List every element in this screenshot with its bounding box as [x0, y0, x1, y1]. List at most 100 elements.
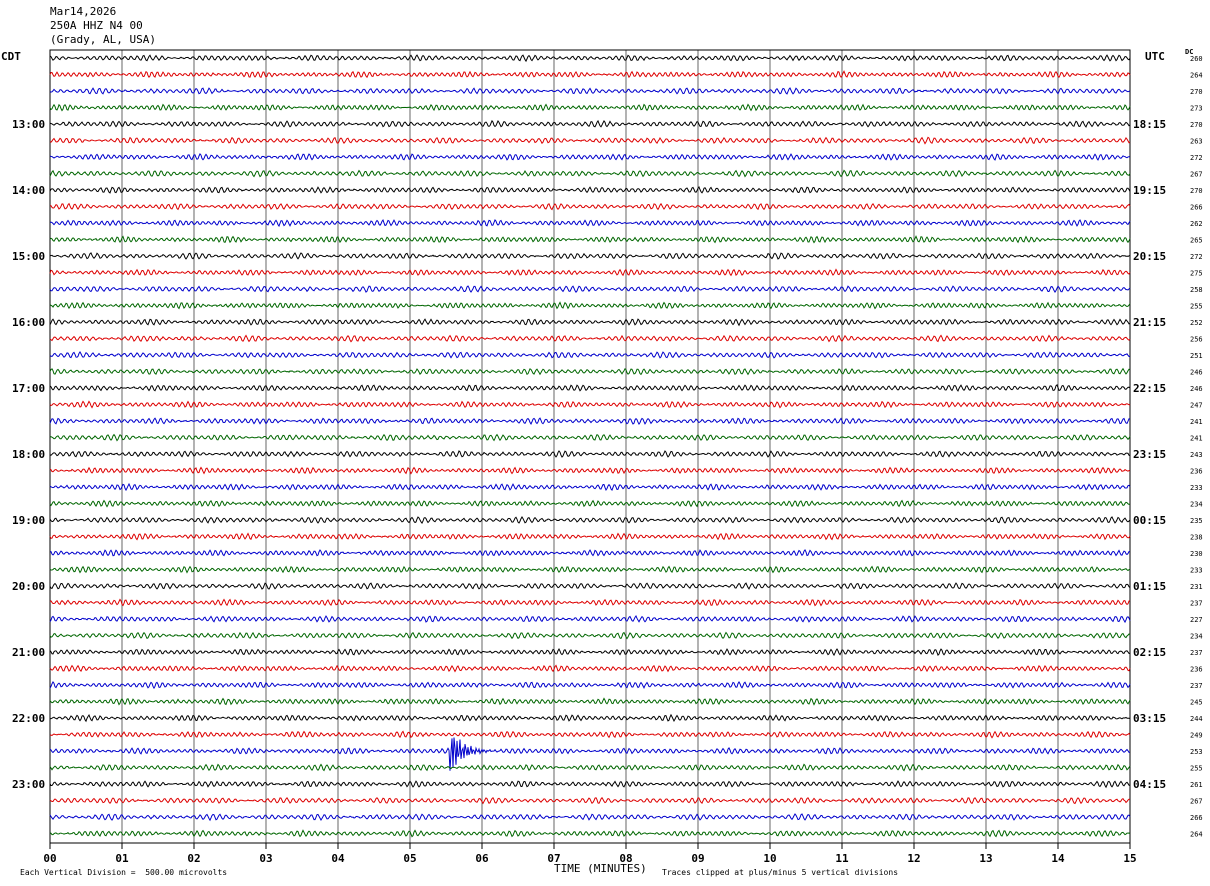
- seismic-trace: [49, 119, 1131, 128]
- cdt-hour-label: 15:00: [12, 250, 45, 263]
- seismic-trace: [49, 202, 1131, 211]
- utc-hour-label: 22:15: [1133, 382, 1166, 395]
- dc-value: 262: [1190, 220, 1203, 228]
- dc-value: 256: [1190, 336, 1203, 344]
- dc-value: 270: [1190, 121, 1203, 129]
- cdt-hour-label: 13:00: [12, 118, 45, 131]
- dc-value: 230: [1190, 550, 1203, 558]
- seismic-trace: [49, 169, 1131, 178]
- cdt-hour-label: 17:00: [12, 382, 45, 395]
- dc-value: 266: [1190, 814, 1203, 822]
- cdt-hour-label: 21:00: [12, 646, 45, 659]
- seismic-trace: [49, 697, 1131, 706]
- x-tick-label: 00: [43, 852, 56, 865]
- seismic-trace: [49, 549, 1131, 557]
- right-axis-title: UTC: [1145, 50, 1165, 63]
- dc-value: 233: [1190, 567, 1203, 575]
- x-tick-label: 10: [763, 852, 776, 865]
- dc-value: 241: [1190, 435, 1203, 443]
- cdt-hour-label: 20:00: [12, 580, 45, 593]
- utc-hour-label: 18:15: [1133, 118, 1166, 131]
- dc-value: 237: [1190, 682, 1203, 690]
- seismic-trace: [49, 532, 1131, 541]
- seismic-trace: [49, 482, 1131, 492]
- dc-value: 270: [1190, 88, 1203, 96]
- x-tick-label: 12: [907, 852, 920, 865]
- seismic-trace: [49, 268, 1131, 277]
- seismic-trace: [49, 648, 1131, 657]
- seismic-trace: [49, 87, 1131, 95]
- dc-value: 252: [1190, 319, 1203, 327]
- seismic-trace: [49, 582, 1131, 590]
- dc-value: 266: [1190, 204, 1203, 212]
- dc-value: 238: [1190, 534, 1203, 542]
- seismic-trace: [49, 301, 1131, 310]
- dc-value: 251: [1190, 352, 1203, 360]
- seismic-trace: [49, 713, 1131, 723]
- x-tick-label: 14: [1051, 852, 1065, 865]
- x-tick-label: 01: [115, 852, 129, 865]
- dc-value: 273: [1190, 105, 1203, 113]
- cdt-hour-label: 23:00: [12, 778, 45, 791]
- chart-date: Mar14,2026: [50, 5, 117, 18]
- seismic-trace: [49, 103, 1131, 112]
- dc-value: 231: [1190, 583, 1203, 591]
- seismic-trace: [49, 565, 1131, 574]
- dc-value: 236: [1190, 468, 1203, 476]
- dc-value: 249: [1190, 732, 1203, 740]
- dc-value: 255: [1190, 303, 1203, 311]
- dc-value: 253: [1190, 748, 1203, 756]
- utc-hour-label: 03:15: [1133, 712, 1166, 725]
- dc-value: 246: [1190, 385, 1203, 393]
- dc-value: 236: [1190, 666, 1203, 674]
- seismic-trace: [49, 252, 1131, 260]
- dc-value: 264: [1190, 831, 1203, 839]
- seismic-trace: [49, 153, 1131, 161]
- seismic-trace: [49, 829, 1131, 838]
- left-axis-title: CDT: [1, 50, 21, 63]
- dc-value: 235: [1190, 517, 1203, 525]
- dc-title: DC: [1185, 48, 1194, 56]
- dc-value: 267: [1190, 798, 1203, 806]
- seismic-trace: [49, 350, 1131, 359]
- seismic-trace: [49, 780, 1131, 789]
- seismic-trace: [49, 813, 1131, 822]
- x-tick-label: 03: [259, 852, 272, 865]
- plot-frame: [49, 49, 1131, 844]
- x-tick-label: 09: [691, 852, 704, 865]
- seismic-trace: [49, 334, 1131, 343]
- dc-value: 270: [1190, 187, 1203, 195]
- x-tick-label: 05: [403, 852, 416, 865]
- x-tick-label: 13: [979, 852, 992, 865]
- seismic-trace: [49, 737, 1131, 771]
- station-code: 250A HHZ N4 00: [50, 19, 143, 32]
- x-tick-label: 08: [619, 852, 632, 865]
- utc-hour-label: 20:15: [1133, 250, 1166, 263]
- dc-value: 275: [1190, 270, 1203, 278]
- cdt-hour-label: 14:00: [12, 184, 45, 197]
- dc-value: 234: [1190, 633, 1203, 641]
- x-tick-label: 04: [331, 852, 345, 865]
- seismic-trace: [49, 417, 1131, 426]
- dc-value: 261: [1190, 781, 1203, 789]
- seismic-trace: [49, 664, 1131, 673]
- x-tick-label: 07: [547, 852, 560, 865]
- seismic-trace: [49, 185, 1131, 194]
- x-tick-label: 02: [187, 852, 200, 865]
- x-axis-title: TIME (MINUTES): [554, 862, 647, 875]
- seismic-trace: [49, 433, 1131, 442]
- cdt-hour-label: 18:00: [12, 448, 45, 461]
- utc-hour-label: 23:15: [1133, 448, 1166, 461]
- scale-note: Each Vertical Division = 500.00 microvol…: [20, 868, 228, 877]
- utc-hour-label: 04:15: [1133, 778, 1166, 791]
- cdt-hour-label: 19:00: [12, 514, 45, 527]
- seismic-trace: [49, 499, 1131, 508]
- seismic-trace: [49, 384, 1131, 392]
- utc-hour-label: 21:15: [1133, 316, 1166, 329]
- dc-value: 245: [1190, 699, 1203, 707]
- seismic-trace: [49, 763, 1131, 772]
- seismic-trace: [49, 318, 1131, 327]
- x-tick-label: 06: [475, 852, 489, 865]
- seismic-trace: [49, 615, 1131, 624]
